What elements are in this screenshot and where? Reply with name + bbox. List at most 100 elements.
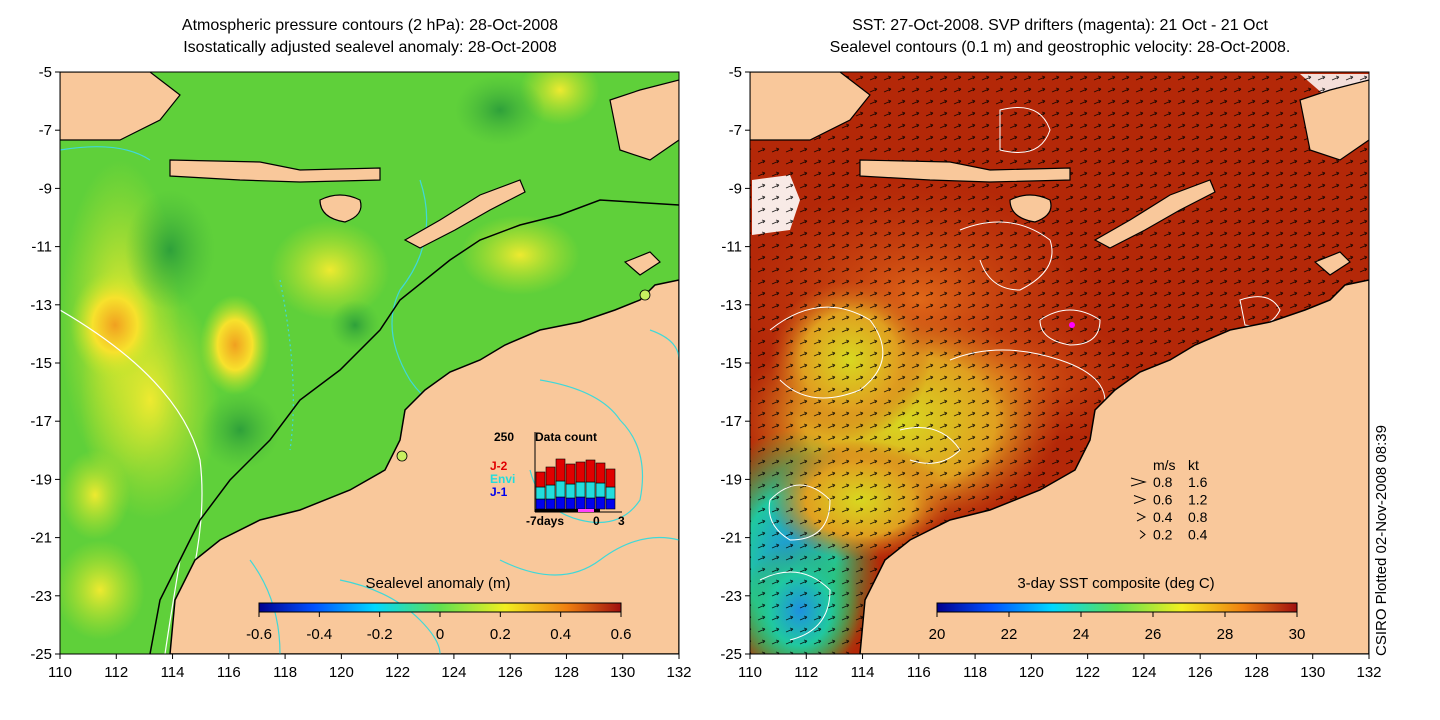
left-lon-tick-label: 124 bbox=[441, 664, 466, 681]
inset-bar bbox=[535, 486, 546, 500]
inset-bar bbox=[555, 496, 566, 510]
velocity-legend: m/s kt 0.8 1.6 0.6 1.2 0.4 0.8 0.2 0.4 bbox=[1130, 457, 1208, 543]
inset-bar bbox=[585, 481, 596, 499]
velocity-legend-rows: 0.8 1.6 0.6 1.2 0.4 0.8 0.2 0.4 bbox=[1130, 474, 1208, 543]
right-lat-tick-label: -25 bbox=[720, 646, 742, 663]
inset-bar bbox=[535, 471, 546, 488]
inset-bar bbox=[555, 458, 566, 482]
inset-bars bbox=[535, 458, 616, 510]
right-lon-ticks: 110 112 114 116 118 120 122 124 126 128 130 132 bbox=[738, 654, 1382, 681]
left-lat-tick-label: -17 bbox=[30, 413, 52, 430]
sla-colorbar-tick-label: 0.6 bbox=[611, 626, 632, 643]
sst-colorbar-tick-label: 22 bbox=[1001, 626, 1018, 643]
right-lat-tick-label: -19 bbox=[720, 471, 742, 488]
credit-text: CSIRO Plotted 02-Nov-2008 08:39 bbox=[1373, 425, 1390, 656]
right-title-line2: Sealevel contours (0.1 m) and geostrophi… bbox=[829, 39, 1291, 56]
right-lat-tick-label: -23 bbox=[720, 588, 742, 605]
left-title-line1: Atmospheric pressure contours (2 hPa): 2… bbox=[181, 17, 559, 34]
inset-legend-1: Envi bbox=[490, 472, 515, 486]
inset-bar bbox=[595, 462, 606, 484]
right-lon-tick-label: 118 bbox=[963, 664, 987, 681]
left-lat-tick-label: -5 bbox=[39, 64, 52, 81]
left-lon-tick-label: 128 bbox=[554, 664, 579, 681]
inset-bar bbox=[585, 497, 596, 510]
left-lon-tick-label: 116 bbox=[217, 664, 241, 681]
sst-colorbar-ticks: 20 22 24 26 28 30 bbox=[929, 612, 1306, 643]
inset-bar bbox=[535, 498, 546, 510]
inset-bar bbox=[575, 481, 586, 498]
inset-bar bbox=[605, 486, 616, 500]
inset-bar bbox=[595, 496, 606, 510]
left-lat-tick-label: -15 bbox=[30, 355, 52, 372]
right-lat-tick-label: -15 bbox=[720, 355, 742, 372]
velocity-kt-value: 1.2 bbox=[1188, 492, 1208, 508]
velocity-ms-value: 0.6 bbox=[1153, 492, 1173, 508]
sealevel-map: -5 -7 -9 -11 -13 -15 -17 -19 -21 -23 -25 110 112 114… bbox=[30, 64, 692, 681]
right-lon-tick-label: 126 bbox=[1188, 664, 1213, 681]
sla-colorbar-ticks: -0.6 -0.4 -0.2 0 0.2 0.4 0.6 bbox=[246, 612, 631, 643]
left-lat-tick-label: -11 bbox=[31, 239, 52, 256]
inset-x-start: -7days bbox=[526, 514, 564, 528]
inset-bar bbox=[595, 482, 606, 498]
right-lon-tick-label: 122 bbox=[1075, 664, 1100, 681]
sst-map: -5 -7 -9 -11 -13 -15 -17 -19 -21 -23 -25 110 112 114… bbox=[720, 64, 1382, 681]
velocity-ms-value: 0.2 bbox=[1153, 527, 1173, 543]
sla-colorbar-tick-label: -0.4 bbox=[306, 626, 332, 643]
sst-colorbar-tick-label: 24 bbox=[1073, 626, 1090, 643]
sla-colorbar-tick-label: -0.2 bbox=[367, 626, 393, 643]
inset-bar bbox=[565, 497, 576, 510]
left-lon-tick-label: 120 bbox=[329, 664, 354, 681]
right-lat-ticks: -5 -7 -9 -11 -13 -15 -17 -19 -21 -23 -25 bbox=[720, 64, 750, 663]
inset-bar bbox=[545, 498, 556, 510]
right-lon-tick-label: 116 bbox=[907, 664, 931, 681]
velocity-ms-value: 0.4 bbox=[1153, 509, 1173, 525]
inset-x-zero: 0 bbox=[593, 514, 600, 528]
right-title-line1: SST: 27-Oct-2008. SVP drifters (magenta)… bbox=[852, 17, 1268, 34]
inset-legend-0: J-2 bbox=[490, 459, 508, 473]
sst-colorbar-label: 3-day SST composite (deg C) bbox=[1017, 575, 1214, 592]
right-lon-tick-label: 110 bbox=[738, 664, 762, 681]
inset-title: Data count bbox=[535, 430, 597, 444]
right-lon-tick-label: 112 bbox=[794, 664, 818, 681]
left-lon-tick-label: 122 bbox=[385, 664, 410, 681]
left-lat-tick-label: -9 bbox=[39, 180, 52, 197]
right-lat-tick-label: -7 bbox=[729, 122, 742, 139]
velocity-arrow-icon bbox=[1136, 512, 1147, 522]
right-lat-tick-label: -9 bbox=[729, 180, 742, 197]
right-lat-tick-label: -11 bbox=[721, 239, 742, 256]
sst-colorbar-tick-label: 30 bbox=[1289, 626, 1306, 643]
inset-bar bbox=[555, 480, 566, 498]
sla-colorbar-tick-label: 0.4 bbox=[550, 626, 571, 643]
left-lon-tick-label: 112 bbox=[104, 664, 128, 681]
inset-bar bbox=[585, 459, 596, 483]
right-lon-tick-label: 120 bbox=[1019, 664, 1044, 681]
sla-colorbar-tick-label: -0.6 bbox=[246, 626, 272, 643]
right-lat-tick-label: -5 bbox=[729, 64, 742, 81]
left-lon-ticks: 110 112 114 116 118 120 122 124 126 128 130 132 bbox=[48, 654, 692, 681]
inset-x-end: 3 bbox=[618, 514, 625, 528]
left-lat-tick-label: -23 bbox=[30, 588, 52, 605]
inset-bar bbox=[605, 468, 616, 488]
inset-ymax: 250 bbox=[494, 430, 514, 444]
inset-bar bbox=[545, 466, 556, 486]
right-lon-tick-label: 130 bbox=[1300, 664, 1325, 681]
sla-colorbar-tick-label: 0 bbox=[436, 626, 444, 643]
sst-colorbar-tick-label: 28 bbox=[1217, 626, 1234, 643]
velocity-arrow-icon bbox=[1133, 495, 1147, 504]
left-title-line2: Isostatically adjusted sealevel anomaly:… bbox=[183, 39, 557, 56]
sla-colorbar-label: Sealevel anomaly (m) bbox=[365, 575, 510, 592]
right-lon-tick-label: 124 bbox=[1131, 664, 1156, 681]
left-lat-tick-label: -7 bbox=[39, 122, 52, 139]
left-lat-tick-label: -19 bbox=[30, 471, 52, 488]
right-title: SST: 27-Oct-2008. SVP drifters (magenta)… bbox=[750, 15, 1370, 59]
sla-colorbar bbox=[258, 602, 622, 613]
left-lon-tick-label: 132 bbox=[666, 664, 691, 681]
velocity-kt-value: 0.4 bbox=[1188, 527, 1208, 543]
velocity-arrow-icon bbox=[1130, 477, 1147, 487]
left-lon-tick-label: 114 bbox=[161, 664, 185, 681]
left-lat-tick-label: -25 bbox=[30, 646, 52, 663]
left-title: Atmospheric pressure contours (2 hPa): 2… bbox=[60, 15, 680, 59]
left-lon-tick-label: 118 bbox=[273, 664, 297, 681]
right-lat-tick-label: -21 bbox=[720, 530, 742, 547]
velocity-ms-value: 0.8 bbox=[1153, 474, 1173, 490]
